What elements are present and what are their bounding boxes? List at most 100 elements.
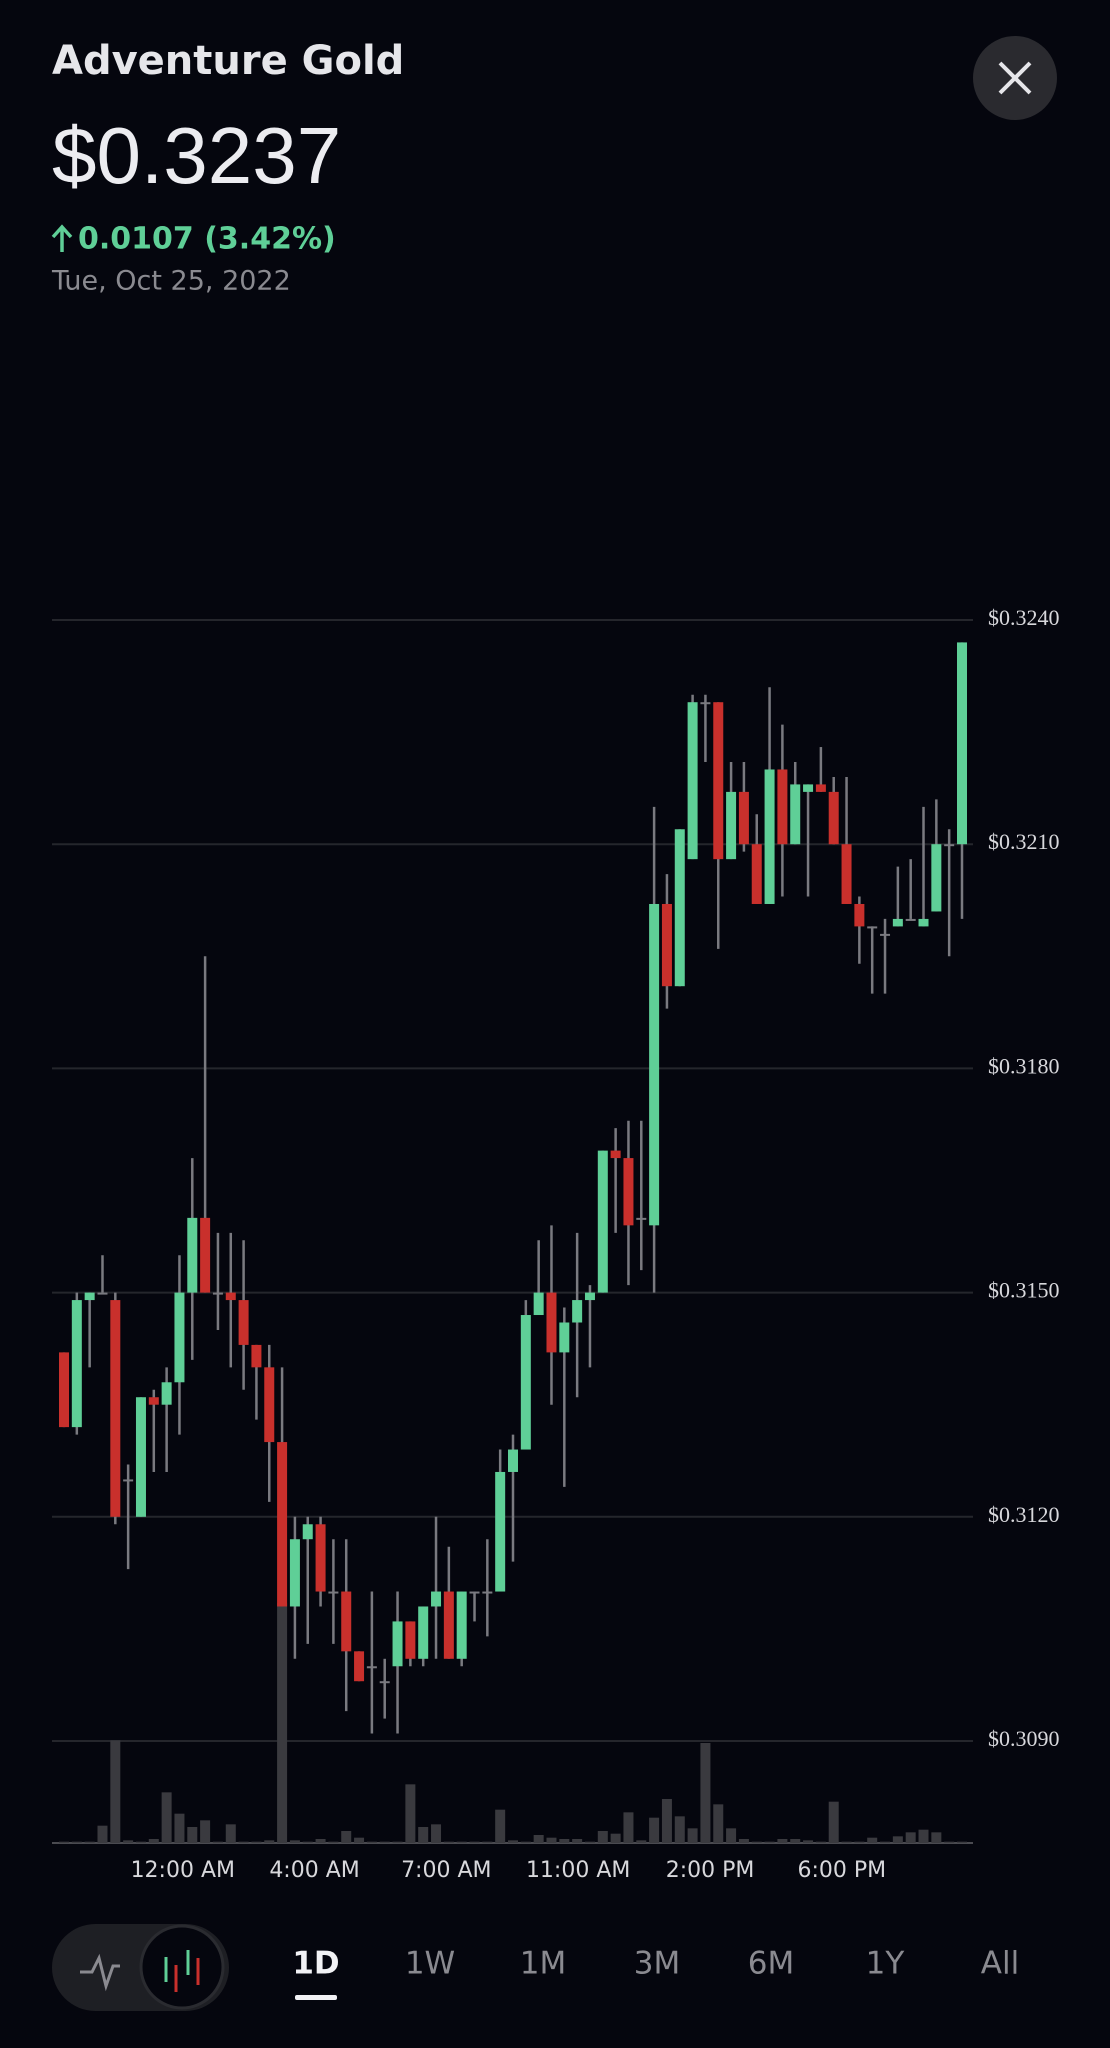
candle-body (533, 1292, 544, 1316)
candle-body (508, 1449, 518, 1472)
candle-body (841, 844, 852, 904)
range-tab[interactable]: 1M (520, 1946, 566, 1982)
candle-body (161, 1382, 172, 1405)
candle-body (610, 1150, 621, 1159)
volume-bar (148, 1839, 159, 1843)
volume-bar (418, 1827, 429, 1843)
volume-bar (854, 1841, 865, 1843)
candle-body (636, 1217, 647, 1220)
volume-bar (482, 1841, 493, 1843)
x-tick-label: 4:00 AM (269, 1858, 359, 1883)
y-tick-label: $0.3090 (988, 1726, 1060, 1751)
x-tick-label: 6:00 PM (797, 1858, 886, 1883)
candle-body (854, 903, 865, 927)
candle-body (354, 1651, 365, 1682)
candle-body (790, 784, 801, 845)
range-tab[interactable]: 1W (405, 1946, 455, 1982)
candle-body (277, 1442, 288, 1607)
range-tab[interactable]: All (981, 1946, 1019, 1982)
volume-bar (431, 1824, 442, 1843)
candle-body (200, 1217, 211, 1293)
volume-bar (867, 1837, 878, 1843)
candle-body (379, 1681, 390, 1684)
volume-bar (610, 1833, 621, 1843)
candle-body (123, 1479, 134, 1482)
candle-body (828, 791, 839, 845)
volume-bar (559, 1839, 570, 1843)
volume-bar (443, 1841, 454, 1843)
volume-bar (379, 1841, 390, 1843)
candle-body (366, 1666, 377, 1669)
volume-bar (302, 1841, 313, 1843)
candle-body (328, 1591, 339, 1594)
volume-bar (405, 1784, 416, 1843)
candle-body (431, 1591, 442, 1607)
range-tab[interactable]: 1Y (866, 1946, 905, 1982)
volume-bar (738, 1839, 749, 1843)
volume-bar (110, 1740, 121, 1843)
volume-bar (97, 1825, 108, 1843)
volume-bar (225, 1824, 236, 1843)
chart-style-toggle[interactable] (52, 1924, 229, 2011)
candle-body (225, 1292, 236, 1301)
candle-body (482, 1591, 493, 1594)
price-change: 0.0107 (3.42%) (78, 222, 336, 257)
candle-body (187, 1217, 198, 1293)
candle-body (546, 1292, 557, 1353)
volume-bar (572, 1839, 583, 1843)
candle-body (572, 1300, 583, 1323)
range-tab[interactable]: 6M (748, 1946, 794, 1982)
volume-bar (520, 1841, 531, 1843)
volume-bar (661, 1799, 672, 1843)
price: $0.3237 (52, 111, 341, 200)
y-tick-label: $0.3210 (988, 829, 1060, 854)
volume-bar (687, 1828, 698, 1843)
volume-bar (135, 1841, 146, 1843)
volume-bar (957, 1841, 967, 1843)
candle-body (418, 1606, 429, 1659)
x-tick-label: 2:00 PM (666, 1858, 755, 1883)
x-tick-label: 11:00 AM (526, 1858, 630, 1883)
candle-body (674, 829, 685, 987)
y-tick-label: $0.3120 (988, 1502, 1060, 1527)
range-tab[interactable]: 1D (292, 1946, 339, 1982)
volume-bar (636, 1840, 647, 1843)
candle-body (751, 844, 762, 904)
volume-bar (892, 1836, 903, 1843)
candle-body (97, 1292, 108, 1295)
volume-bar (674, 1816, 685, 1843)
volume-bar (212, 1841, 223, 1843)
candle-body (957, 642, 967, 845)
y-tick-label: $0.3180 (988, 1053, 1060, 1078)
volume-bar (597, 1831, 608, 1843)
close-button[interactable] (973, 36, 1057, 120)
candle-body (135, 1397, 146, 1517)
candle-body (469, 1591, 480, 1594)
candle-body (174, 1292, 185, 1383)
y-tick-label: $0.3240 (988, 605, 1060, 630)
tab-underline (295, 1995, 337, 2000)
candle-body (148, 1397, 159, 1405)
x-tick-label: 12:00 AM (131, 1858, 235, 1883)
volume-bar (726, 1828, 737, 1843)
volume-bar (700, 1743, 711, 1843)
volume-bar (251, 1841, 262, 1843)
volume-bar (187, 1827, 198, 1843)
volume-bar (264, 1840, 275, 1843)
candle-body (212, 1292, 223, 1295)
range-tab[interactable]: 3M (634, 1946, 680, 1982)
volume-bar (944, 1841, 955, 1843)
candle-body (905, 918, 916, 921)
candle-body (892, 918, 903, 927)
volume-bar (469, 1841, 480, 1843)
candle-body (315, 1524, 326, 1592)
volume-bar (803, 1840, 814, 1843)
candle-body (661, 903, 672, 987)
candle-body (649, 903, 660, 1226)
volume-bar (84, 1841, 95, 1843)
candle-body (918, 918, 929, 927)
volume-bar (931, 1832, 942, 1843)
